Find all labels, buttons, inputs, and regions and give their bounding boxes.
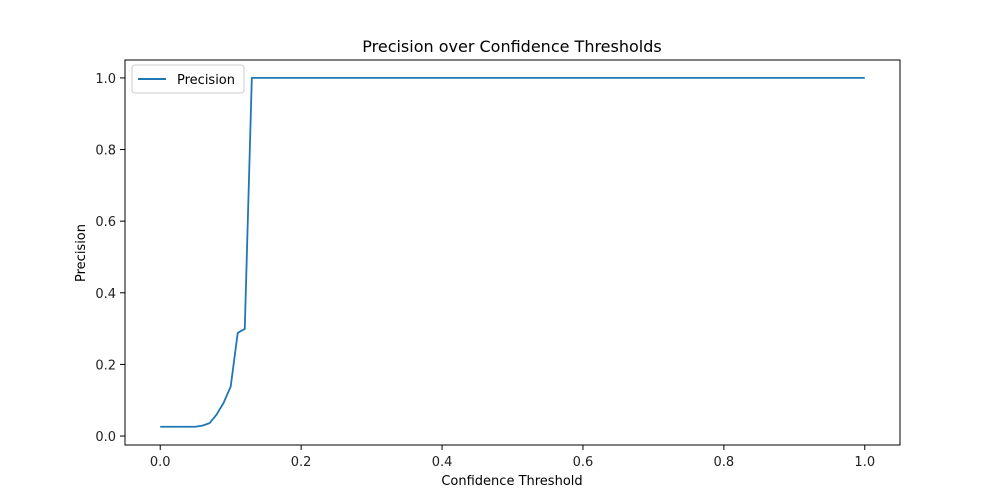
series-line-precision xyxy=(160,77,865,428)
x-tick-label: 0.6 xyxy=(573,455,594,470)
x-axis-label: Confidence Threshold xyxy=(441,474,582,489)
chart-title: Precision over Confidence Thresholds xyxy=(362,37,661,56)
y-tick-label: 0.4 xyxy=(95,287,116,302)
legend-box xyxy=(131,64,245,94)
legend-label-precision: Precision xyxy=(177,73,235,88)
axes-frame xyxy=(124,59,901,446)
legend: Precision xyxy=(131,64,245,94)
y-tick-label: 0.6 xyxy=(95,215,116,230)
y-axis-label: Precision xyxy=(74,224,89,282)
x-tick-label: 0.2 xyxy=(291,455,312,470)
y-tick-label: 0.0 xyxy=(95,430,116,445)
y-tick-label: 0.8 xyxy=(95,144,116,159)
x-tick-label: 0.8 xyxy=(714,455,735,470)
x-tick-label: 1.0 xyxy=(854,455,875,470)
x-tick-label: 0.0 xyxy=(150,455,171,470)
plot-area: 0.0 0.2 0.4 0.6 0.8 1.0 0.0 0.2 0.4 0.6 0.8 1.0 xyxy=(95,59,901,470)
y-tick-label: 1.0 xyxy=(95,72,116,87)
x-tick-label: 0.4 xyxy=(432,455,453,470)
y-tick-label: 0.2 xyxy=(95,358,116,373)
